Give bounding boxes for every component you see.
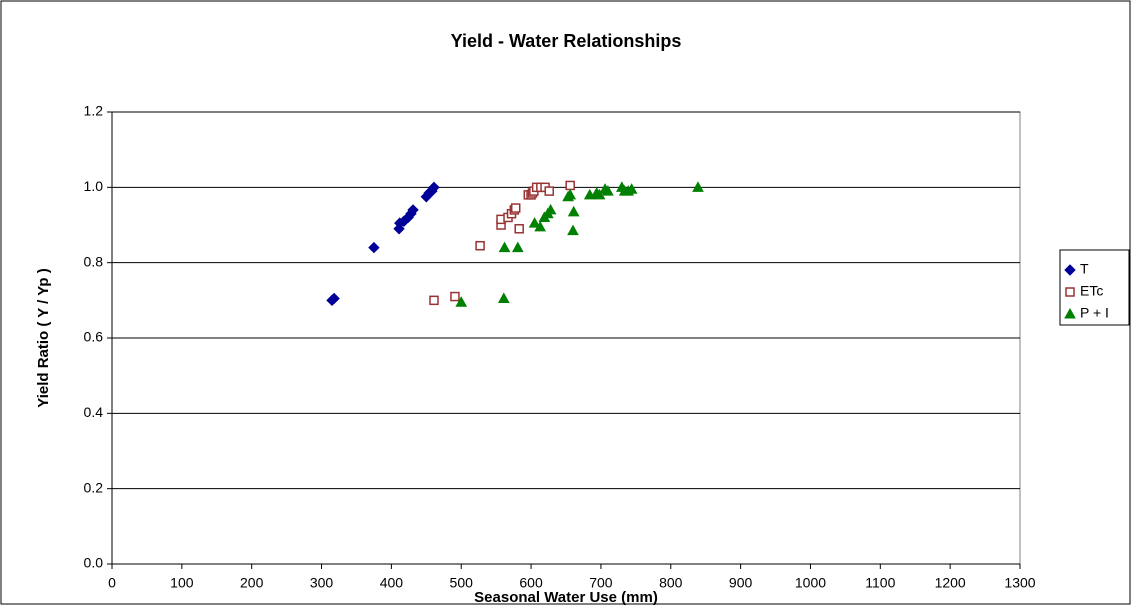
x-tick-label: 200 (240, 575, 264, 591)
chart-title: Yield - Water Relationships (451, 31, 682, 51)
x-tick-label: 600 (519, 575, 543, 591)
x-tick-label: 0 (108, 575, 116, 591)
point (510, 203, 521, 213)
x-tick-label: 400 (380, 575, 404, 591)
legend-label: T (1080, 261, 1089, 277)
point (692, 181, 704, 192)
legend-label: P + I (1080, 305, 1109, 321)
y-axis-label: Yield Ratio ( Y / Yp ) (35, 268, 52, 407)
point (534, 220, 547, 232)
point (567, 224, 579, 236)
x-tick-label: 1200 (935, 575, 966, 591)
legend-marker (1064, 307, 1076, 319)
point (544, 186, 554, 196)
legend-marker (1064, 264, 1076, 276)
x-tick-label: 700 (589, 575, 613, 591)
y-tick-label: 1.2 (84, 103, 104, 119)
point (498, 241, 511, 253)
point (528, 217, 541, 228)
legend-label: ETc (1080, 283, 1103, 299)
x-tick-label: 1100 (865, 575, 895, 591)
point (564, 188, 577, 200)
x-tick-label: 300 (310, 575, 334, 591)
y-tick-label: 1.0 (84, 178, 104, 194)
point (475, 240, 485, 251)
x-tick-label: 800 (659, 575, 683, 591)
point (455, 296, 468, 307)
point (429, 295, 439, 306)
y-tick-label: 0.0 (84, 555, 104, 571)
x-tick-label: 900 (729, 575, 753, 591)
point (407, 204, 419, 216)
x-tick-label: 1000 (795, 575, 826, 591)
point (565, 180, 575, 191)
point (368, 241, 380, 254)
x-tick-label: 1300 (1004, 575, 1035, 591)
point (497, 292, 510, 303)
y-tick-label: 0.2 (84, 479, 104, 495)
point (328, 292, 340, 305)
point (625, 183, 638, 194)
point (544, 203, 557, 215)
point (567, 205, 580, 217)
point (514, 224, 524, 234)
point (593, 188, 606, 200)
point (511, 241, 524, 253)
point (428, 181, 440, 194)
y-tick-label: 0.6 (84, 329, 104, 345)
x-tick-label: 100 (170, 575, 194, 591)
x-tick-label: 500 (450, 575, 474, 591)
point (450, 291, 460, 302)
point (602, 185, 614, 196)
x-axis-label: Seasonal Water Use (mm) (474, 589, 658, 605)
y-tick-label: 0.4 (84, 404, 104, 420)
legend-marker (1065, 287, 1075, 297)
y-tick-label: 0.8 (84, 253, 104, 269)
